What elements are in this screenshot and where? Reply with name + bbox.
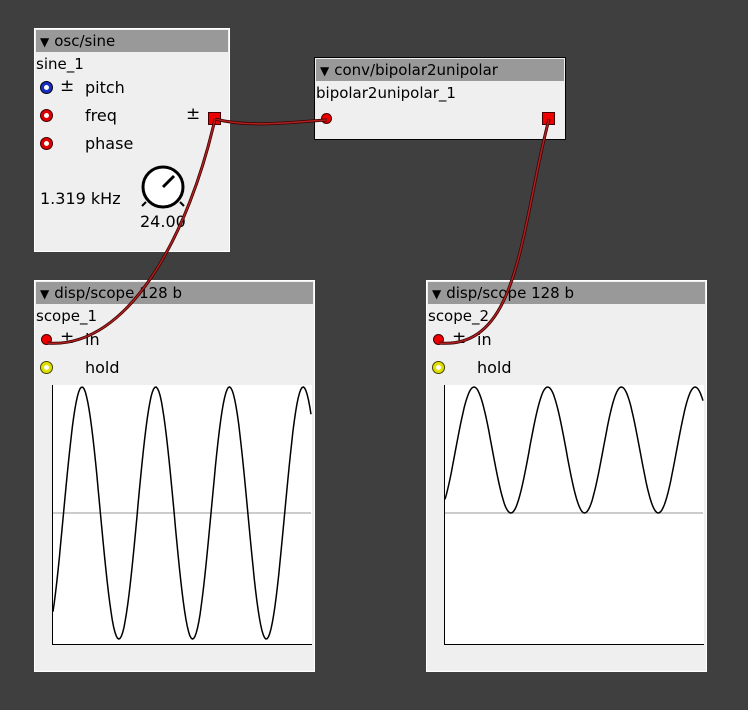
waveform-trace xyxy=(53,386,312,640)
scope-2-in-label: in xyxy=(477,330,492,349)
bipolar2unipolar-header[interactable]: ▼ conv/bipolar2unipolar xyxy=(316,59,564,81)
osc-sine-instance-name: sine_1 xyxy=(36,55,84,73)
scope-2-instance-name: scope_2 xyxy=(428,307,490,325)
bipolar-icon: ± xyxy=(452,328,467,348)
scope-1-in-label: in xyxy=(85,330,100,349)
scope-1-in-inlet[interactable] xyxy=(41,334,52,345)
unipolar-outlet[interactable] xyxy=(542,112,555,125)
scope-1-hold-inlet[interactable] xyxy=(41,362,52,373)
bipolar2unipolar-object[interactable]: ▼ conv/bipolar2unipolar bipolar2unipolar_… xyxy=(314,57,566,140)
scope-1-in-row: ± in xyxy=(35,326,314,354)
osc-sine-title: osc/sine xyxy=(54,32,116,50)
phase-inlet-row: phase xyxy=(35,130,229,158)
freq-inlet[interactable] xyxy=(41,110,52,121)
freq-label: freq xyxy=(85,106,117,125)
pitch-knob-icon[interactable] xyxy=(139,163,189,213)
freq-inlet-row: freq ± xyxy=(35,102,229,130)
cable-sine-to-bipolar xyxy=(214,117,328,126)
scope-1-instance-name: scope_1 xyxy=(36,307,98,325)
collapse-triangle-icon[interactable]: ▼ xyxy=(320,64,330,78)
waveform-trace xyxy=(445,386,704,514)
scope-2-in-row: ± in xyxy=(427,326,706,354)
scope-2-waveform xyxy=(445,386,704,514)
bipolar-icon: ± xyxy=(60,76,75,96)
scope-2-display xyxy=(444,385,704,645)
bipolar2unipolar-instance-name: bipolar2unipolar_1 xyxy=(316,84,456,102)
scope-1-hold-label: hold xyxy=(85,358,120,377)
scope-1-hold-row: hold xyxy=(35,354,314,382)
sine-outlet[interactable] xyxy=(208,112,221,125)
bipolar-icon: ± xyxy=(60,328,75,348)
scope-2-title: disp/scope 128 b xyxy=(446,284,574,302)
knob-value: 24.00 xyxy=(140,212,186,231)
scope-1-waveform xyxy=(53,386,312,640)
osc-sine-object[interactable]: ▼ osc/sine sine_1 ± pitch freq ± phase 1.… xyxy=(34,28,230,252)
scope-2-hold-inlet[interactable] xyxy=(433,362,444,373)
frequency-readout: 1.319 kHz xyxy=(40,189,121,208)
bipolar-in-inlet[interactable] xyxy=(321,113,332,124)
collapse-triangle-icon[interactable]: ▼ xyxy=(40,35,50,49)
phase-inlet[interactable] xyxy=(41,138,52,149)
scope-2-object[interactable]: ▼ disp/scope 128 b scope_2 ± in hold xyxy=(426,280,707,672)
pitch-inlet-row: ± pitch xyxy=(35,74,229,102)
osc-sine-header[interactable]: ▼ osc/sine xyxy=(36,30,228,52)
scope-1-title: disp/scope 128 b xyxy=(54,284,182,302)
bipolar2unipolar-title: conv/bipolar2unipolar xyxy=(334,61,498,79)
scope-2-hold-label: hold xyxy=(477,358,512,377)
scope-1-header[interactable]: ▼ disp/scope 128 b xyxy=(36,282,313,304)
collapse-triangle-icon[interactable]: ▼ xyxy=(40,287,50,301)
pitch-label: pitch xyxy=(85,78,125,97)
phase-label: phase xyxy=(85,134,134,153)
collapse-triangle-icon[interactable]: ▼ xyxy=(432,287,442,301)
scope-1-object[interactable]: ▼ disp/scope 128 b scope_1 ± in hold xyxy=(34,280,315,672)
bipolar-icon: ± xyxy=(186,104,201,124)
scope-1-display xyxy=(52,385,312,645)
scope-2-header[interactable]: ▼ disp/scope 128 b xyxy=(428,282,705,304)
scope-2-in-inlet[interactable] xyxy=(433,334,444,345)
scope-2-hold-row: hold xyxy=(427,354,706,382)
pitch-inlet[interactable] xyxy=(41,82,52,93)
